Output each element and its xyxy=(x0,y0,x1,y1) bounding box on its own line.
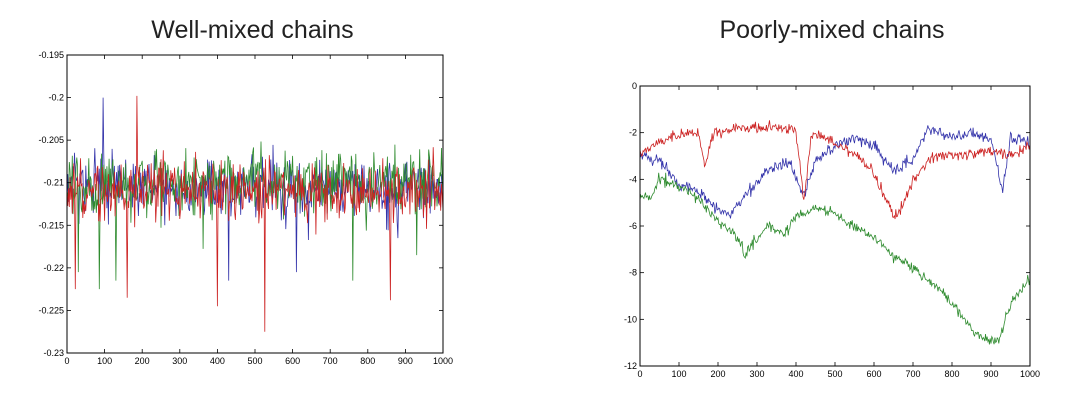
series-line-3 xyxy=(66,95,444,332)
y-tick-label: -0.21 xyxy=(43,178,64,188)
x-tick-label: 0 xyxy=(637,369,642,379)
x-tick-label: 800 xyxy=(944,369,959,379)
x-tick-label: 200 xyxy=(135,356,150,366)
y-tick-label: -0.215 xyxy=(38,220,64,230)
y-tick-label: -12 xyxy=(624,361,637,371)
y-tick-label: -6 xyxy=(629,221,637,231)
y-tick-label: -0.205 xyxy=(38,135,64,145)
x-tick-label: 0 xyxy=(64,356,69,366)
x-tick-label: 600 xyxy=(285,356,300,366)
plot-frame xyxy=(639,85,1031,367)
x-tick-label: 100 xyxy=(671,369,686,379)
x-tick-label: 700 xyxy=(905,369,920,379)
x-tick-label: 1000 xyxy=(433,356,453,366)
x-tick-label: 1000 xyxy=(1020,369,1040,379)
x-tick-label: 300 xyxy=(749,369,764,379)
x-tick-label: 400 xyxy=(210,356,225,366)
right-chart-title: Poorly-mixed chains xyxy=(719,16,945,44)
x-tick-label: 400 xyxy=(788,369,803,379)
y-tick-label: -4 xyxy=(629,174,637,184)
y-tick-label: -2 xyxy=(629,128,637,138)
y-tick-label: -8 xyxy=(629,268,637,278)
y-tick-label: -0.225 xyxy=(38,305,64,315)
x-tick-label: 100 xyxy=(97,356,112,366)
y-tick-label: -0.22 xyxy=(43,263,64,273)
chart-poorly-mixed: 0 100 200 300 400 500 600 700 800 900 1000 0 -2 -4 -6 -… xyxy=(624,81,1040,379)
x-tick-label: 300 xyxy=(172,356,187,366)
x-tick-label: 900 xyxy=(983,369,998,379)
x-tick-label: 700 xyxy=(323,356,338,366)
series-line-3 xyxy=(639,120,1031,220)
x-tick-label: 800 xyxy=(360,356,375,366)
y-tick-label: 0 xyxy=(632,81,637,91)
y-tick-label: -10 xyxy=(624,314,637,324)
y-tick-label: -0.2 xyxy=(48,93,64,103)
series-line-1 xyxy=(639,125,1031,219)
x-tick-label: 500 xyxy=(247,356,262,366)
x-tick-label: 600 xyxy=(866,369,881,379)
y-tick-label: -0.195 xyxy=(38,50,64,60)
x-tick-label: 200 xyxy=(710,369,725,379)
y-tick-label: -0.23 xyxy=(43,348,64,358)
chart-well-mixed: 0 100 200 300 400 500 600 700 800 900 1000 -0.195 -0… xyxy=(38,50,453,366)
x-tick-label: 900 xyxy=(398,356,413,366)
left-chart-title: Well-mixed chains xyxy=(151,16,354,44)
x-tick-label: 500 xyxy=(827,369,842,379)
series-line-2 xyxy=(639,172,1031,345)
